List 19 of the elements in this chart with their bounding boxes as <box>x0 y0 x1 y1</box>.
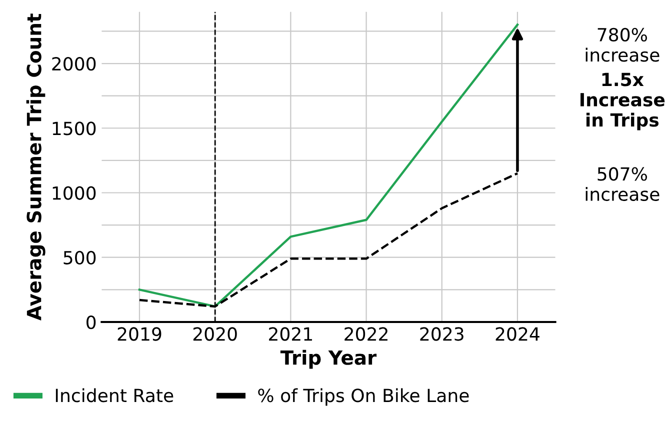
y-tick-label: 2000 <box>52 56 96 71</box>
x-axis-title: Trip Year <box>280 350 377 369</box>
x-tick-label: 2020 <box>193 327 237 341</box>
y-tick-label: 1500 <box>52 122 96 136</box>
y-tick-label: 0 <box>86 315 96 330</box>
text: 1.5x Increase in Trips <box>580 72 665 130</box>
x-tick-label: 2023 <box>420 327 464 341</box>
text: 780% increase <box>586 28 660 62</box>
x-tick-label: 2022 <box>344 327 388 341</box>
y-axis-title: Average Summer Trip Count <box>26 14 46 320</box>
x-tick-label: 2019 <box>118 327 162 341</box>
y-tick-label: 500 <box>64 250 96 264</box>
y-tick-label: 1000 <box>52 186 96 200</box>
x-tick-label: 2024 <box>496 327 540 341</box>
legend-label: Incident Rate <box>56 388 174 402</box>
x-tick-label: 2021 <box>269 327 312 341</box>
line-series <box>138 24 519 308</box>
text: 507% increase <box>586 167 660 202</box>
legend-label: % of Trips On Bike Lane <box>258 388 469 406</box>
